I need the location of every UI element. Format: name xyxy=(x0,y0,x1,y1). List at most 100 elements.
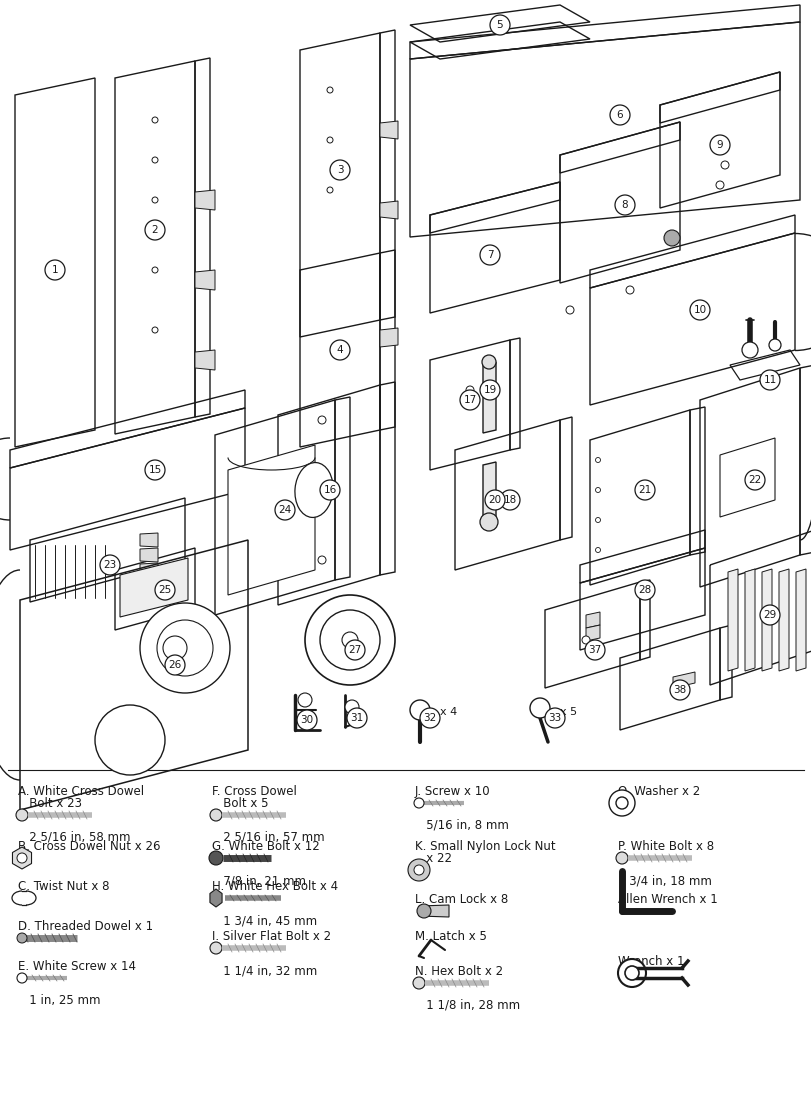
Text: 24: 24 xyxy=(278,505,291,515)
Text: 1 3/4 in, 45 mm: 1 3/4 in, 45 mm xyxy=(212,914,317,927)
Circle shape xyxy=(152,267,158,273)
Text: 1: 1 xyxy=(52,265,58,275)
Text: 26: 26 xyxy=(168,660,182,670)
Circle shape xyxy=(544,708,564,728)
Text: 1 in, 25 mm: 1 in, 25 mm xyxy=(18,994,101,1007)
Circle shape xyxy=(565,306,573,314)
Circle shape xyxy=(759,371,779,390)
Circle shape xyxy=(500,490,519,510)
Text: 9: 9 xyxy=(716,140,723,150)
Circle shape xyxy=(17,973,27,983)
Circle shape xyxy=(616,797,627,809)
Text: x 22: x 22 xyxy=(414,853,452,865)
Circle shape xyxy=(320,610,380,670)
Circle shape xyxy=(669,680,689,700)
Circle shape xyxy=(320,480,340,500)
Circle shape xyxy=(482,355,496,369)
Circle shape xyxy=(759,606,779,625)
Circle shape xyxy=(634,480,654,500)
Circle shape xyxy=(139,603,230,693)
Polygon shape xyxy=(195,190,215,210)
Circle shape xyxy=(624,966,638,980)
Circle shape xyxy=(530,698,549,718)
Circle shape xyxy=(157,620,212,675)
Circle shape xyxy=(581,636,590,644)
Circle shape xyxy=(145,220,165,240)
Text: 5: 5 xyxy=(496,20,503,30)
Circle shape xyxy=(210,809,221,821)
Polygon shape xyxy=(195,350,215,371)
Circle shape xyxy=(720,161,728,169)
Polygon shape xyxy=(586,612,599,628)
Text: 1 1/4 in, 32 mm: 1 1/4 in, 32 mm xyxy=(212,964,317,977)
Text: A. White Cross Dowel: A. White Cross Dowel xyxy=(18,785,144,798)
Text: 22: 22 xyxy=(748,475,761,485)
Text: 3/4 in, 18 mm: 3/4 in, 18 mm xyxy=(617,874,711,888)
Text: E. White Screw x 14: E. White Screw x 14 xyxy=(18,960,135,973)
Circle shape xyxy=(419,708,440,728)
Text: 20: 20 xyxy=(488,495,501,505)
Circle shape xyxy=(479,245,500,265)
Text: x 4: x 4 xyxy=(440,707,457,717)
Polygon shape xyxy=(195,270,215,290)
Text: B. Cross Dowel Nut x 26: B. Cross Dowel Nut x 26 xyxy=(18,841,161,853)
Text: 16: 16 xyxy=(323,485,337,495)
Circle shape xyxy=(208,851,223,865)
Polygon shape xyxy=(778,569,788,671)
Circle shape xyxy=(327,187,333,193)
Text: I. Silver Flat Bolt x 2: I. Silver Flat Bolt x 2 xyxy=(212,930,331,943)
Circle shape xyxy=(414,865,423,875)
Circle shape xyxy=(414,798,423,808)
Circle shape xyxy=(297,710,316,730)
Text: 7: 7 xyxy=(486,250,493,260)
Circle shape xyxy=(504,495,514,505)
Polygon shape xyxy=(210,889,221,907)
Circle shape xyxy=(318,556,325,564)
Text: 19: 19 xyxy=(483,385,496,395)
Polygon shape xyxy=(139,563,158,577)
Circle shape xyxy=(614,195,634,215)
Text: 15: 15 xyxy=(148,465,161,475)
Circle shape xyxy=(484,490,504,510)
Circle shape xyxy=(715,181,723,189)
Circle shape xyxy=(609,105,629,125)
Polygon shape xyxy=(120,559,188,618)
Circle shape xyxy=(479,513,497,531)
Text: 4: 4 xyxy=(337,345,343,355)
Circle shape xyxy=(634,580,654,600)
Circle shape xyxy=(594,517,600,522)
Circle shape xyxy=(594,487,600,493)
Circle shape xyxy=(16,809,28,821)
Circle shape xyxy=(744,470,764,490)
Circle shape xyxy=(479,380,500,400)
Text: 11: 11 xyxy=(762,375,775,385)
Circle shape xyxy=(329,160,350,180)
Circle shape xyxy=(345,700,358,714)
Polygon shape xyxy=(719,438,774,517)
Text: 32: 32 xyxy=(423,713,436,722)
Text: D. Threaded Dowel x 1: D. Threaded Dowel x 1 xyxy=(18,920,153,933)
Circle shape xyxy=(417,904,431,918)
Polygon shape xyxy=(380,201,397,219)
Text: 29: 29 xyxy=(762,610,775,620)
Text: Bolt x 23: Bolt x 23 xyxy=(18,797,82,810)
Polygon shape xyxy=(139,533,158,546)
Circle shape xyxy=(305,595,394,685)
Text: 1 1/8 in, 28 mm: 1 1/8 in, 28 mm xyxy=(414,999,520,1012)
Circle shape xyxy=(345,640,365,660)
Circle shape xyxy=(768,339,780,351)
Polygon shape xyxy=(586,625,599,640)
Circle shape xyxy=(210,942,221,954)
Ellipse shape xyxy=(294,462,333,517)
Polygon shape xyxy=(380,328,397,346)
Circle shape xyxy=(152,117,158,124)
Circle shape xyxy=(155,580,175,600)
Text: 33: 33 xyxy=(547,713,561,722)
Circle shape xyxy=(165,655,185,675)
Text: 37: 37 xyxy=(588,645,601,655)
Circle shape xyxy=(329,340,350,360)
Circle shape xyxy=(341,632,358,648)
Text: 2 5/16 in, 58 mm: 2 5/16 in, 58 mm xyxy=(18,831,131,844)
Text: 31: 31 xyxy=(350,713,363,722)
Circle shape xyxy=(318,416,325,424)
